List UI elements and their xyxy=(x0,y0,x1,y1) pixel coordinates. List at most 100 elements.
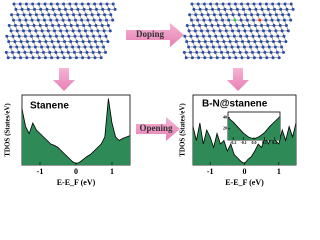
atom xyxy=(48,34,52,38)
atom xyxy=(207,50,211,54)
atom xyxy=(182,50,186,54)
atom xyxy=(215,56,219,60)
atom xyxy=(28,29,32,33)
atom xyxy=(92,34,96,38)
atom xyxy=(201,50,205,54)
atom xyxy=(262,29,265,33)
atom xyxy=(261,45,265,49)
x-axis-label: E-E_F (eV) xyxy=(225,178,264,187)
atom xyxy=(276,34,280,38)
atom xyxy=(202,18,206,22)
atom xyxy=(7,40,11,44)
atom xyxy=(21,45,25,49)
atom xyxy=(217,7,221,11)
atom xyxy=(218,29,222,33)
atom xyxy=(203,56,207,60)
atom xyxy=(189,34,193,38)
atom xyxy=(252,2,256,6)
atom xyxy=(34,13,38,17)
atom xyxy=(83,45,87,49)
atom xyxy=(108,29,112,33)
atom xyxy=(246,56,250,60)
atom xyxy=(75,40,79,44)
atom xyxy=(234,56,238,60)
atom xyxy=(195,34,199,38)
atom xyxy=(43,18,46,22)
atom xyxy=(96,29,100,33)
x-axis-label: E-E_F (eV) xyxy=(57,178,96,187)
atom xyxy=(40,29,44,33)
atom xyxy=(98,18,102,22)
atom xyxy=(86,2,90,6)
atom xyxy=(208,34,212,38)
atom xyxy=(103,13,107,17)
y-tick-label: 20 xyxy=(223,126,227,131)
atom xyxy=(185,23,189,27)
atom xyxy=(232,34,236,38)
atom xyxy=(238,50,242,54)
atom xyxy=(9,29,13,33)
atom xyxy=(210,40,213,44)
atom xyxy=(224,45,228,49)
atom xyxy=(81,56,85,60)
atom xyxy=(226,50,230,54)
atom xyxy=(284,40,288,44)
atom xyxy=(46,45,50,49)
atom xyxy=(193,29,197,33)
x-tick-label: 0 xyxy=(243,167,247,176)
label: Doping xyxy=(136,29,165,39)
atom xyxy=(107,7,111,11)
atom xyxy=(11,34,15,38)
atom xyxy=(247,40,251,44)
atom xyxy=(53,13,57,17)
atom xyxy=(109,13,113,17)
atom xyxy=(285,7,289,11)
atom xyxy=(38,40,42,44)
atom xyxy=(111,18,115,22)
atom xyxy=(57,23,61,27)
atom xyxy=(243,29,247,33)
atom xyxy=(105,2,109,6)
atom xyxy=(59,13,63,17)
atom xyxy=(84,29,87,33)
atom xyxy=(62,2,66,6)
area xyxy=(193,123,296,165)
atom xyxy=(16,13,20,17)
atom xyxy=(221,18,224,22)
atom xyxy=(206,29,210,33)
atom xyxy=(189,50,192,54)
atom xyxy=(201,34,205,38)
atom xyxy=(206,13,210,17)
atom xyxy=(23,34,27,38)
atom xyxy=(76,7,80,11)
arrow xyxy=(126,23,184,47)
atom xyxy=(232,50,236,54)
atom xyxy=(227,2,231,6)
atom xyxy=(43,2,47,6)
atom xyxy=(39,7,43,11)
atom xyxy=(7,23,11,27)
atom xyxy=(271,2,275,6)
atom xyxy=(88,23,92,27)
atom xyxy=(222,40,226,44)
atom xyxy=(212,29,216,33)
atom xyxy=(26,23,30,27)
atom xyxy=(73,50,76,54)
atom xyxy=(268,29,272,33)
atom xyxy=(214,34,218,38)
atom xyxy=(45,7,49,11)
atom xyxy=(87,40,91,44)
atom xyxy=(52,45,56,49)
atom xyxy=(42,34,46,38)
atom xyxy=(79,50,83,54)
atom xyxy=(246,2,250,6)
atom xyxy=(226,34,230,38)
atom xyxy=(87,56,91,60)
atom xyxy=(43,56,47,60)
lattice-pristine xyxy=(4,2,117,60)
atom xyxy=(72,13,76,17)
atom xyxy=(47,13,51,17)
atom xyxy=(20,7,24,11)
atom xyxy=(4,50,8,54)
atom xyxy=(184,56,188,60)
